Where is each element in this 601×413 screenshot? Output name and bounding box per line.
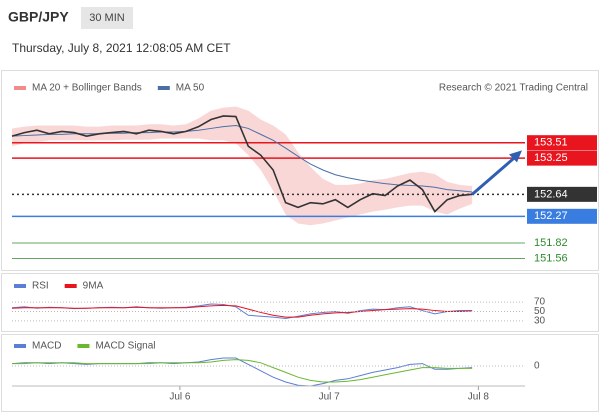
- series-line: [11, 304, 473, 318]
- series-line: [11, 124, 473, 193]
- price-panel: [1, 70, 599, 271]
- y-tick-label: 70: [534, 297, 546, 308]
- series-line: [11, 357, 473, 387]
- legend-swatch: [14, 344, 26, 348]
- legend-swatch: [157, 86, 170, 90]
- price-line: [11, 115, 473, 213]
- level-label-box: [527, 135, 597, 151]
- macd-panel: [1, 334, 599, 412]
- x-tick-label: Jul 6: [169, 392, 191, 403]
- level-label: 151.82: [534, 237, 568, 249]
- legend-label: MA 50: [176, 83, 205, 94]
- legend-label: MA 20 + Bollinger Bands: [32, 83, 142, 94]
- y-tick-label: 30: [534, 316, 546, 327]
- legend-swatch: [77, 344, 90, 348]
- legend-swatch: [14, 284, 26, 288]
- legend-swatch: [14, 86, 26, 90]
- copyright: Research © 2021 Trading Central: [439, 83, 588, 94]
- rsi-panel: [1, 273, 599, 332]
- level-label: 151.56: [534, 252, 568, 264]
- legend-label: 9MA: [83, 281, 104, 292]
- x-tick-label: Jul 7: [319, 392, 341, 403]
- legend-label: MACD: [32, 341, 61, 352]
- timestamp: Thursday, July 8, 2021 12:08:05 AM CET: [12, 41, 231, 55]
- forecast-arrow: [471, 155, 517, 196]
- level-label: 152.27: [534, 210, 568, 222]
- y-tick-label: 0: [534, 361, 540, 372]
- legend-swatch: [64, 284, 77, 288]
- interval-label[interactable]: 30 MIN: [89, 12, 125, 24]
- level-label: 153.51: [534, 137, 568, 149]
- forecast-arrow-head: [509, 150, 522, 163]
- legend-label: RSI: [32, 281, 49, 292]
- bollinger-band: [12, 106, 473, 226]
- symbol: GBP/JPY: [8, 9, 69, 25]
- interval-button[interactable]: [81, 7, 133, 29]
- y-tick-label: 50: [534, 306, 546, 317]
- x-tick-label: Jul 8: [468, 392, 490, 403]
- legend-label: MACD Signal: [95, 341, 155, 352]
- level-label: 152.64: [534, 188, 568, 200]
- level-label-box: [527, 208, 597, 224]
- level-label: 153.25: [534, 152, 568, 164]
- series-line: [12, 359, 473, 383]
- level-label-box: [527, 150, 597, 166]
- level-label-box: [527, 186, 597, 202]
